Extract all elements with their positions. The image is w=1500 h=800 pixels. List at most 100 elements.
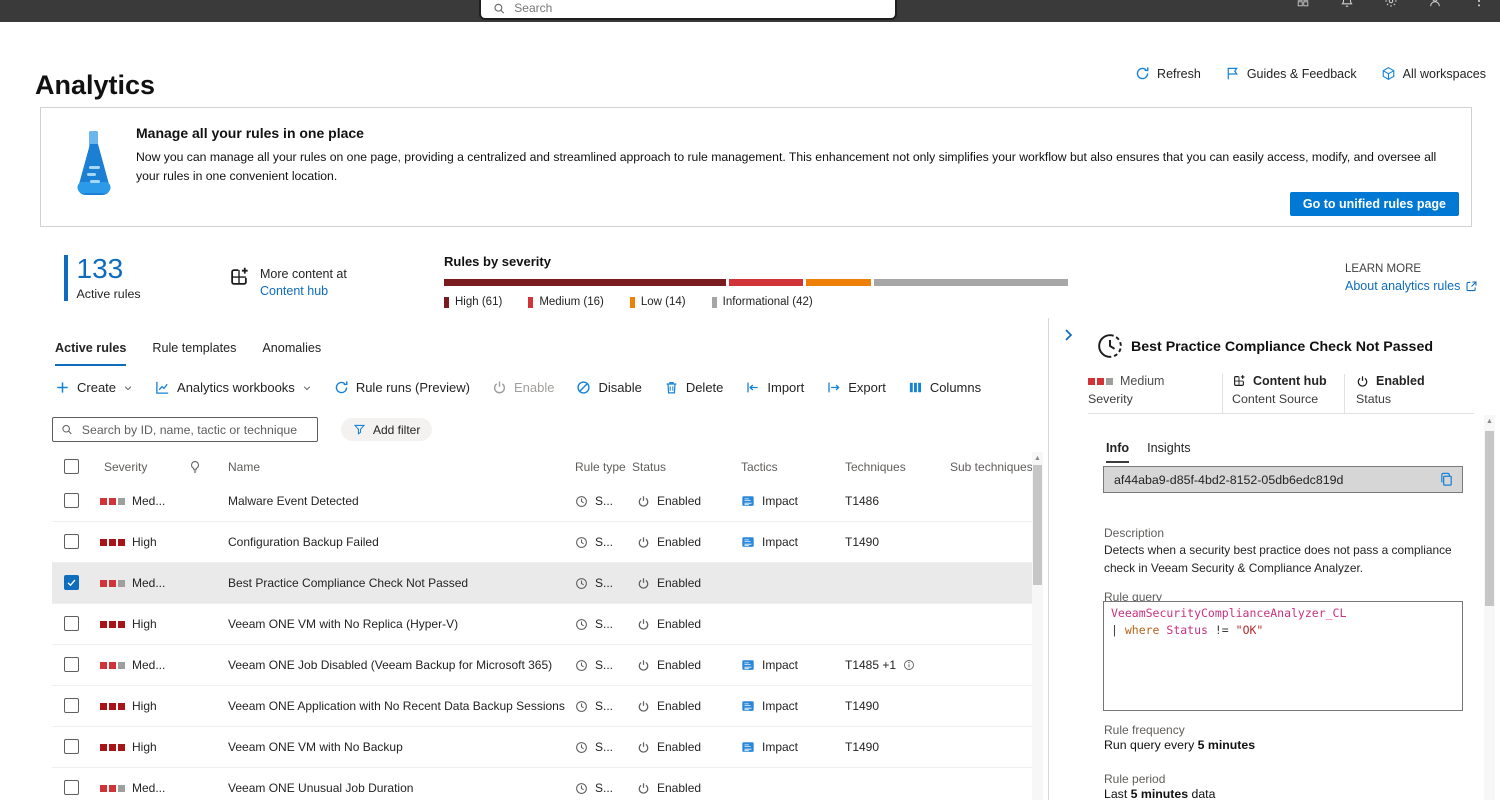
chart-icon [155, 380, 170, 395]
status-cell: Enabled [637, 576, 701, 590]
rule-name: Veeam ONE Job Disabled (Veeam Backup for… [228, 658, 553, 672]
col-status[interactable]: Status [632, 459, 667, 474]
go-to-unified-rules-button[interactable]: Go to unified rules page [1289, 192, 1459, 216]
rule-frequency-label: Rule frequency [1104, 723, 1185, 737]
rule-name: Veeam ONE VM with No Backup [228, 740, 403, 754]
scheduled-rule-clock-icon [1097, 333, 1123, 359]
row-checkbox-checked[interactable] [64, 575, 79, 590]
panel-tab-insights[interactable]: Insights [1147, 441, 1191, 455]
row-checkbox[interactable] [64, 698, 79, 713]
scrollbar-thumb[interactable] [1485, 431, 1494, 606]
legend-swatch-high [444, 296, 449, 308]
import-button[interactable]: Import [745, 380, 804, 395]
panel-collapse-chevron-icon[interactable] [1060, 327, 1076, 343]
analytics-workbooks-button[interactable]: Analytics workbooks [155, 380, 312, 395]
power-icon [637, 782, 650, 795]
guides-feedback-button[interactable]: Guides & Feedback [1225, 66, 1357, 81]
check-icon [66, 577, 77, 588]
block-icon [576, 380, 591, 395]
scroll-up-arrow[interactable]: ▲ [1486, 418, 1493, 425]
legend-item-low: Low (14) [629, 296, 686, 308]
tactics-cell: Impact [741, 699, 798, 713]
panel-scrollbar[interactable]: ▲ [1484, 415, 1495, 800]
table-row[interactable]: Med... Veeam ONE Job Disabled (Veeam Bac… [52, 645, 1032, 686]
active-rules-count: 133 [76, 253, 124, 284]
table-scrollbar[interactable]: ▲ [1032, 452, 1043, 800]
legend-item-high: High (61) [444, 296, 502, 308]
more-icon[interactable] [1472, 0, 1486, 8]
content-hub-link[interactable]: Content hub [260, 283, 329, 298]
flask-icon [77, 131, 111, 196]
col-techniques[interactable]: Techniques [845, 459, 906, 474]
table-header: Severity Name Rule type Status Tactics T… [52, 452, 1033, 482]
rule-id-field[interactable]: af44aba9-d85f-4bd2-8152-05db6edc819d [1103, 466, 1463, 493]
severity-cell: Med... [100, 576, 165, 590]
refresh-button[interactable]: Refresh [1135, 66, 1201, 81]
table-row[interactable]: Med... Malware Event Detected S... Enabl… [52, 481, 1032, 522]
row-checkbox[interactable] [64, 534, 79, 549]
rule-type-cell: S... [575, 658, 613, 672]
table-row[interactable]: High Veeam ONE Application with No Recen… [52, 686, 1032, 727]
columns-button[interactable]: Columns [908, 380, 981, 395]
export-icon [826, 380, 841, 395]
tab-rule-templates[interactable]: Rule templates [152, 341, 237, 355]
col-rule-type[interactable]: Rule type [575, 459, 626, 474]
rules-search-box[interactable] [52, 417, 318, 442]
add-filter-button[interactable]: Add filter [341, 418, 433, 441]
rule-type-cell: S... [575, 699, 613, 713]
rule-name: Veeam ONE Unusual Job Duration [228, 781, 414, 795]
person-icon[interactable] [1428, 0, 1442, 8]
table-row[interactable]: Med... Veeam ONE Unusual Job Duration S.… [52, 768, 1032, 800]
rule-runs-button[interactable]: Rule runs (Preview) [334, 380, 470, 395]
table-row-selected[interactable]: Med... Best Practice Compliance Check No… [52, 563, 1032, 604]
global-search-input[interactable] [514, 1, 883, 15]
clock-icon [575, 700, 588, 713]
tab-anomalies[interactable]: Anomalies [262, 341, 322, 355]
feedback-flag-icon [1225, 66, 1240, 81]
power-icon [637, 659, 650, 672]
select-all-checkbox[interactable] [64, 459, 79, 474]
row-checkbox[interactable] [64, 657, 79, 672]
export-button[interactable]: Export [826, 380, 886, 395]
col-name[interactable]: Name [228, 459, 261, 474]
about-analytics-rules-link[interactable]: About analytics rules [1345, 279, 1478, 293]
status-cell: Enabled [637, 781, 701, 795]
row-checkbox[interactable] [64, 739, 79, 754]
scroll-up-arrow[interactable]: ▲ [1034, 455, 1041, 462]
info-icon[interactable] [903, 659, 915, 671]
tab-active-rules[interactable]: Active rules [55, 341, 127, 366]
techniques-cell: T1490 [845, 699, 880, 713]
banner-description: Now you can manage all your rules on one… [136, 150, 1437, 183]
content-hub-icon [228, 266, 250, 288]
apps-icon[interactable] [1296, 0, 1310, 8]
table-row[interactable]: High Veeam ONE VM with No Replica (Hyper… [52, 604, 1032, 645]
create-button[interactable]: Create [55, 380, 133, 395]
tactics-cell: Impact [741, 658, 798, 672]
severity-squares [100, 538, 125, 546]
col-severity[interactable]: Severity [104, 459, 148, 474]
table-row[interactable]: High Veeam ONE VM with No Backup S... En… [52, 727, 1032, 768]
disable-button[interactable]: Disable [576, 380, 642, 395]
delete-button[interactable]: Delete [664, 380, 723, 395]
copy-icon[interactable] [1439, 472, 1454, 487]
row-checkbox[interactable] [64, 780, 79, 795]
global-search-box[interactable] [479, 0, 897, 20]
rule-guid: af44aba9-d85f-4bd2-8152-05db6edc819d [1114, 472, 1344, 487]
rule-query-code[interactable]: VeeamSecurityComplianceAnalyzer_CL | whe… [1103, 601, 1463, 711]
description-text: Detects when a security best practice do… [1104, 543, 1452, 575]
table-row[interactable]: High Configuration Backup Failed S... En… [52, 522, 1032, 563]
row-checkbox[interactable] [64, 493, 79, 508]
enable-button[interactable]: Enable [492, 380, 554, 395]
clock-icon [575, 618, 588, 631]
col-sub-techniques[interactable]: Sub techniques [950, 459, 1033, 474]
panel-severity: Medium Severity [1088, 374, 1165, 406]
gear-icon[interactable] [1384, 0, 1398, 8]
row-checkbox[interactable] [64, 616, 79, 631]
status-cell: Enabled [637, 740, 701, 754]
all-workspaces-button[interactable]: All workspaces [1381, 66, 1486, 81]
col-tactics[interactable]: Tactics [741, 459, 778, 474]
rules-search-input[interactable] [79, 421, 309, 438]
scrollbar-thumb[interactable] [1033, 465, 1042, 585]
panel-tab-info[interactable]: Info [1106, 441, 1130, 463]
bell-icon[interactable] [1340, 0, 1354, 8]
